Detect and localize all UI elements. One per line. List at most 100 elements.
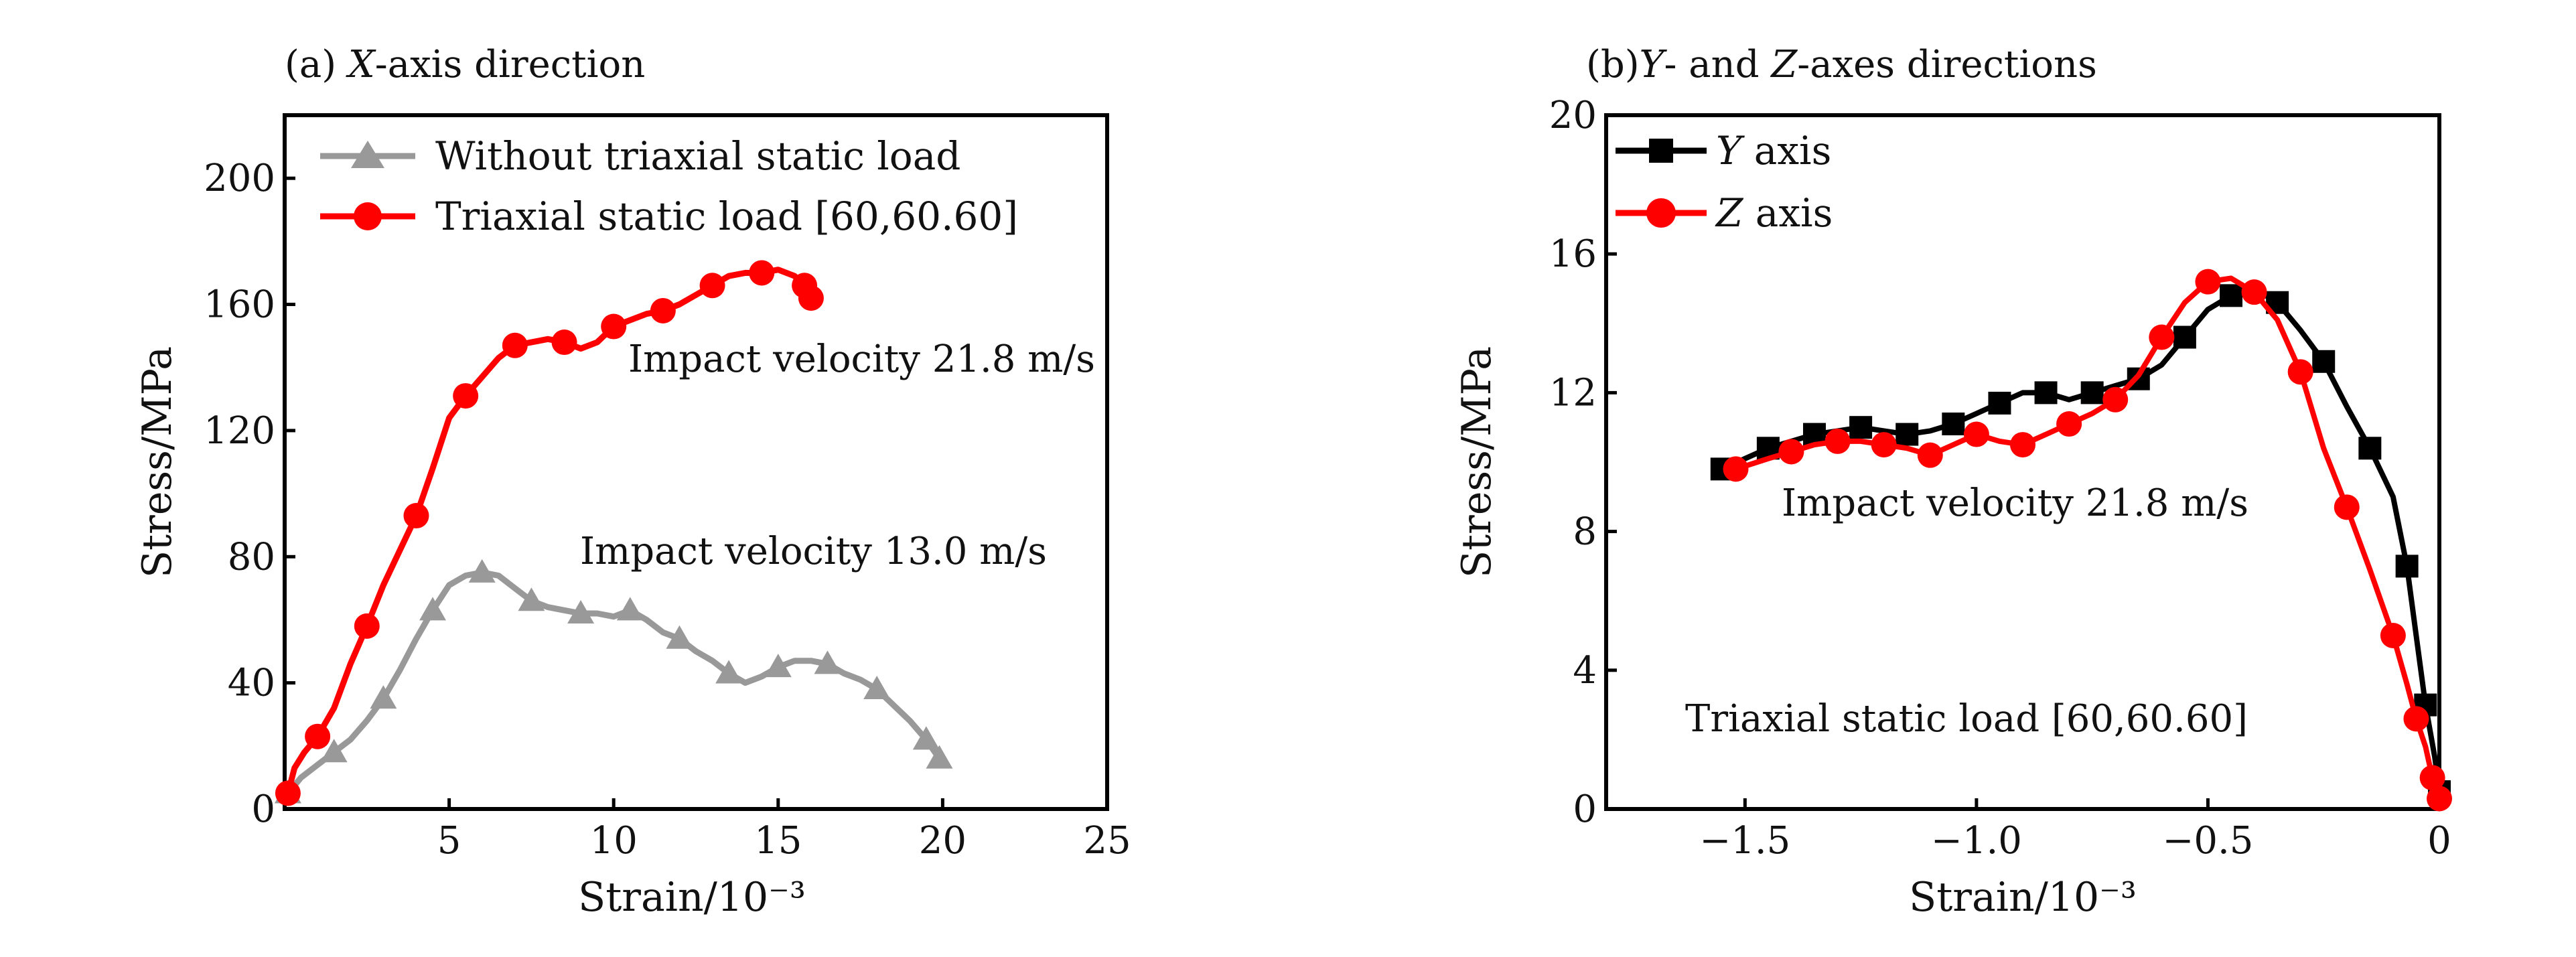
panel-b-title-italic-y: Y (1640, 43, 1668, 86)
panel-b-series-1-point (2056, 411, 2082, 437)
panel-b-series-1-point (1824, 428, 1851, 454)
panel-b-series-1-point (2195, 269, 2221, 295)
panel-a-y-tick-label: 40 (228, 662, 275, 705)
panel-a-y-ticks: 0 40 80 120 160 200 (204, 157, 295, 831)
panel-a-series-0-point (715, 660, 743, 684)
panel-b-annotation-static-load: Triaxial static load [60,60.60] (1685, 697, 2248, 741)
panel-b-series-0-point (1849, 416, 1873, 439)
panel-b-series-1-point (2010, 432, 2035, 458)
panel-b-series-0-point (2395, 555, 2419, 578)
panel-a-series-0-point (926, 745, 953, 769)
panel-b-series-0-point (1942, 413, 1965, 436)
panel-a-y-tick-label: 80 (228, 535, 275, 579)
panel-a-y-axis-label: Stress/MPa (134, 346, 181, 578)
panel-b-x-tick-label: −1.5 (1699, 819, 1790, 863)
panel-b-series-1-point (2102, 386, 2129, 413)
panel-b-series-0-point (2034, 381, 2058, 404)
panel-a-x-tick-label: 5 (437, 819, 461, 863)
panel-b-series-0-point (2358, 437, 2382, 460)
panel-a-series-0-point (419, 597, 447, 621)
panel-b-title-prefix: (b) (1586, 43, 1640, 86)
panel-a-x-axis-direction: (a) X-axis direction 0 40 80 120 160 200 5 10 1… (134, 43, 1131, 921)
panel-a-x-tick-label: 10 (590, 819, 638, 863)
panel-b-legend-label-z: Z axis (1715, 190, 1833, 236)
panel-b-legend-label-z-suffix: axis (1743, 190, 1833, 236)
panel-a-title-suffix: -axis direction (375, 43, 646, 86)
panel-a-series-1-point (551, 329, 577, 356)
panel-b-plot-frame (1604, 113, 2441, 811)
panel-b-series-0-point (2312, 350, 2336, 373)
panel-a-y-tick-label: 0 (251, 788, 275, 831)
panel-a-legend-label-red: Triaxial static load [60,60.60] (435, 194, 1018, 239)
panel-a-legend-triangle-marker (351, 141, 384, 168)
panel-a-series-1-point (699, 273, 725, 299)
panel-b-series-1-point (2380, 623, 2406, 648)
panel-b-series-1-point (2287, 359, 2313, 385)
panel-a-x-ticks: 5 10 15 20 25 (437, 798, 1131, 863)
panel-b-series-1-point (2149, 324, 2175, 350)
panel-a-series-1-point (305, 723, 331, 749)
panel-a-x-tick-label: 15 (754, 819, 802, 863)
panel-a-series-0-point (518, 587, 545, 611)
panel-a-series-0-point (567, 600, 595, 624)
panel-a-series-0-point (764, 654, 792, 678)
panel-a-series-1-point (403, 503, 429, 529)
panel-a-series-0-point (666, 625, 693, 649)
panel-b-series-0-point (1895, 423, 1919, 446)
panel-a-series-1-point (601, 313, 627, 340)
panel-a-series-1-line (285, 267, 814, 796)
panel-a-y-tick-label: 160 (204, 283, 275, 327)
panel-a-series-0-line (285, 569, 942, 796)
panel-a-series-0-point (320, 739, 348, 763)
panel-b-series-1-point (1963, 421, 1989, 447)
panel-a-series-1-point (650, 297, 676, 323)
panel-a-series-1-point (502, 332, 528, 358)
panel-a-series-0-point (863, 676, 891, 700)
panel-b-series-1-point (1871, 432, 1897, 458)
panel-a-x-tick-label: 20 (919, 819, 967, 863)
panel-a-title-italic: X (346, 43, 376, 86)
panel-b-y-tick-label: 12 (1549, 371, 1597, 415)
panel-a-plot-frame (283, 113, 1109, 811)
panel-a-x-axis-label: Strain/10⁻³ (578, 874, 806, 921)
panel-b-legend-label-y-suffix: axis (1741, 128, 1831, 173)
panel-b-legend-square-marker (1649, 139, 1673, 163)
panel-b-y-tick-label: 20 (1549, 94, 1597, 137)
panel-a-series-1-point (275, 780, 301, 806)
panel-a-annotation-21-8: Impact velocity 21.8 m/s (628, 338, 1095, 381)
panel-b-series-1-point (1917, 442, 1943, 468)
panel-b-series-1-point (1778, 439, 1804, 465)
panel-b-y-tick-label: 8 (1573, 510, 1597, 554)
panel-a-series-1-point (354, 613, 380, 639)
panel-b-series-1-point (2419, 765, 2445, 791)
panel-b-annotation-impact-velocity: Impact velocity 21.8 m/s (1782, 482, 2248, 525)
panel-a-x-tick-label: 25 (1083, 819, 1131, 863)
panel-b-series-0-point (2220, 284, 2242, 307)
panel-a-series-1-point (749, 260, 775, 286)
panel-b-legend: Y axis Z axis (1616, 128, 1833, 236)
panel-a-series-0-point (468, 559, 496, 583)
panel-a-legend: Without triaxial static load Triaxial st… (320, 133, 1018, 239)
panel-a-title: (a) X-axis direction (285, 43, 645, 86)
panel-a-series (274, 260, 953, 806)
panel-b-legend-label-z-italic: Z (1715, 190, 1744, 236)
panel-a-legend-label-gray: Without triaxial static load (435, 133, 960, 179)
panel-b-title: (b)Y- and Z-axes directions (1586, 43, 2097, 86)
panel-b-x-tick-label: 0 (2427, 819, 2451, 863)
panel-a-series-0-point (912, 726, 940, 750)
panel-b-y-ticks: 0 4 8 12 16 20 (1549, 94, 1617, 831)
panel-b-series-1-point (1723, 456, 1749, 482)
panel-b-x-tick-label: −0.5 (2162, 819, 2253, 863)
panel-a-series-1-point (453, 383, 479, 409)
panel-b-series-0-point (2080, 381, 2104, 404)
panel-a-y-tick-label: 200 (204, 157, 275, 200)
panel-b-series-1-point (2241, 279, 2267, 305)
panel-b-title-middle: - and (1664, 43, 1772, 86)
panel-b-series-1-point (2334, 494, 2360, 520)
panel-a-series-0-point (616, 597, 644, 621)
panel-b-x-ticks: −1.5 −1.0 −0.5 0 (1699, 798, 2451, 863)
panel-b-y-tick-label: 0 (1573, 788, 1597, 831)
panel-b-legend-label-y-italic: Y (1716, 128, 1745, 173)
panel-b-series-1-point (2403, 706, 2429, 732)
